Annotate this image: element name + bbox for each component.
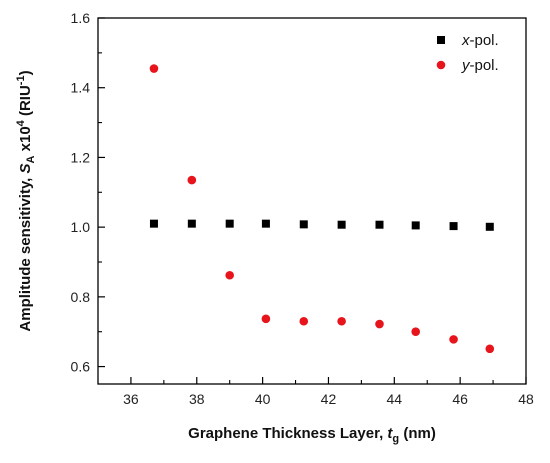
legend-label-x-pol: x-pol. [461,32,499,49]
x-tick-label: 38 [189,391,205,407]
x-axis-title-main: Graphene Thickness Layer, [188,425,387,442]
y-tick-label: 0.6 [71,359,91,375]
y-axis-title-end: ) [17,70,34,75]
legend-label-y-pol-var: y [461,57,471,74]
point-y-pol [411,327,421,337]
y-axis-title-unit-sup: -1 [15,75,27,85]
legend-label-y-pol-rest: -pol. [470,57,499,74]
x-axis-title-sub: g [392,433,399,445]
y-tick-label: 1.2 [71,149,91,165]
point-y-pol [261,314,271,324]
point-x-pol [337,220,346,229]
x-tick-label: 36 [123,391,139,407]
y-tick-label: 0.8 [71,289,91,305]
point-x-pol [375,220,384,229]
point-x-pol [411,221,420,230]
x-axis-title: Graphene Thickness Layer, tg (nm) [188,425,436,445]
legend-marker-x-pol [437,36,445,44]
point-y-pol [485,344,495,354]
point-x-pol [149,219,158,228]
y-axis-title-mid: x10 [17,126,34,155]
point-x-pol [485,222,494,231]
x-axis-title-unit: (nm) [399,425,436,442]
y-axis-title-main: Amplitude sensitivity, [17,173,34,331]
y-axis-title: Amplitude sensitivity, SA x104 (RIU-1) [15,70,37,331]
x-tick-label: 44 [387,391,403,407]
x-axis-title-var: t [387,425,393,442]
legend-label-x-pol-var: x [461,32,470,49]
y-tick-label: 1.0 [71,219,91,235]
legend-label-x-pol-rest: -pol. [470,32,499,49]
point-y-pol [299,316,309,326]
point-x-pol [187,219,196,228]
x-tick-label: 46 [452,391,468,407]
point-y-pol [337,316,346,326]
y-axis-title-sup: 4 [15,119,27,126]
legend: x-pol. y-pol. [436,32,499,74]
legend-label-y-pol: y-pol. [461,57,499,74]
point-x-pol [261,219,270,228]
y-axis-title-unit: (RIU [17,85,34,120]
point-y-pol [187,175,197,185]
x-tick-label: 42 [321,391,337,407]
plot-frame [97,17,527,385]
y-axis-title-var: S [17,163,34,173]
y-axis-title-sub: A [25,155,37,163]
point-x-pol [299,220,308,229]
x-tick-label: 48 [518,391,534,407]
point-y-pol [449,335,458,344]
point-y-pol [375,319,384,329]
point-x-pol [225,219,234,228]
point-y-pol [225,270,234,280]
legend-marker-y-pol [436,60,446,70]
y-tick-label: 1.4 [71,80,91,96]
x-tick-label: 40 [255,391,271,407]
y-tick-label: 1.6 [71,10,91,26]
points-layer [149,64,495,354]
point-x-pol [449,222,458,231]
point-y-pol [149,64,159,73]
